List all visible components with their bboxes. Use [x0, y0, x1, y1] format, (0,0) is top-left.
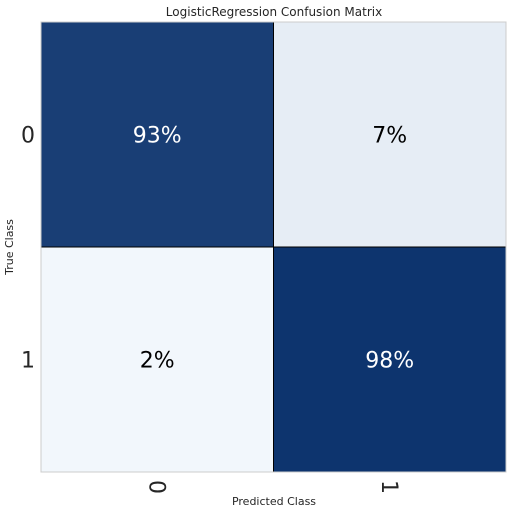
cell-value-label-r0-c1: 7% [372, 124, 407, 149]
y-tick-label-0: 0 [21, 124, 35, 149]
cell-value-label-r1-c0: 2% [140, 349, 175, 374]
y-axis-label: True Class [3, 219, 16, 276]
cell-labels: 93% 7% 2% 98% [133, 124, 414, 374]
tick-labels: 0 1 0 1 [21, 124, 401, 495]
x-tick-label-0: 0 [143, 480, 168, 494]
heatmap-cell-r0-c0 [41, 22, 274, 247]
chart-title: LogisticRegression Confusion Matrix [166, 5, 382, 19]
heatmap-cell-r0-c1 [273, 22, 506, 247]
y-tick-label-1: 1 [21, 349, 35, 374]
plot-frame [40, 21, 507, 473]
cell-borders [41, 22, 506, 472]
heatmap-cell-r1-c0 [41, 247, 274, 472]
heatmap-cells [41, 22, 506, 472]
cell-value-label-r0-c0: 93% [133, 124, 182, 149]
cell-value-label-r1-c1: 98% [365, 349, 414, 374]
x-axis-label: Predicted Class [232, 495, 316, 508]
x-tick-label-1: 1 [376, 480, 401, 494]
heatmap-cell-r1-c1 [273, 247, 506, 472]
